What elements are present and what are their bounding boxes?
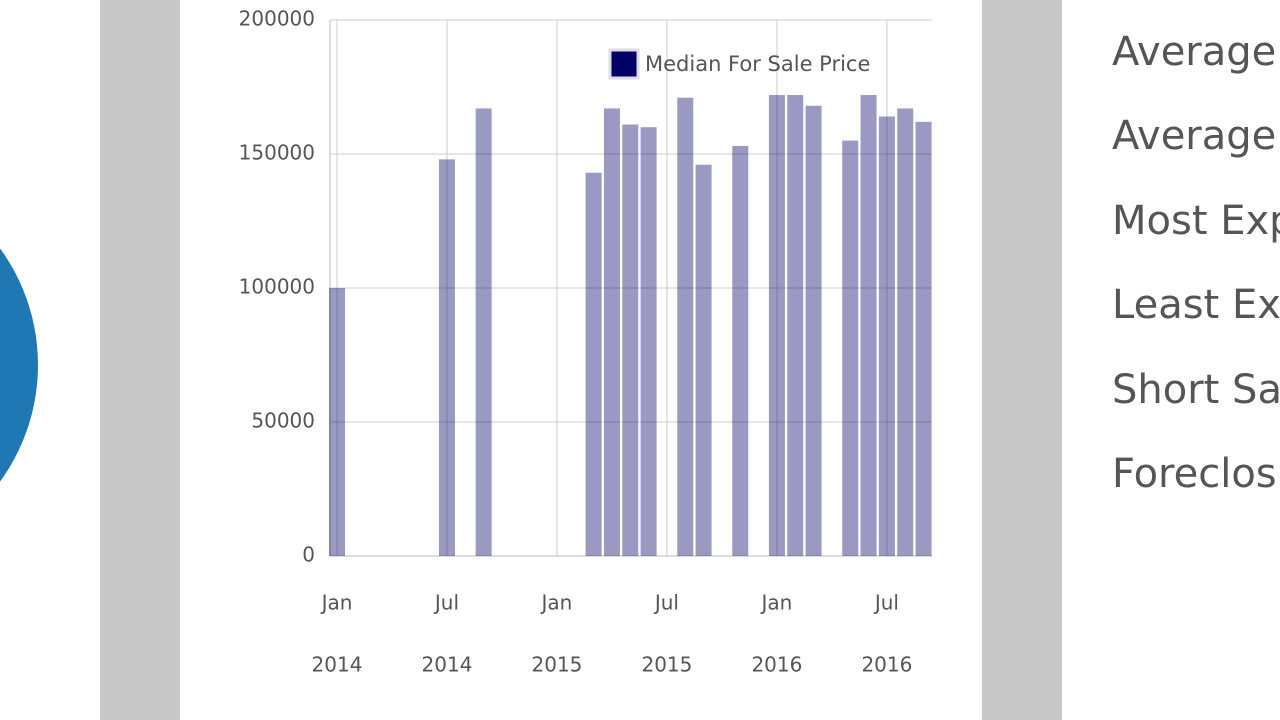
bar [860,95,877,556]
x-tick-label: Jul [433,591,459,615]
y-tick-label: 100000 [239,275,315,299]
x-tick-label: 2014 [312,653,363,677]
stat-label: Average [1112,29,1277,75]
bar [897,108,914,556]
stat-label: Least Exp [1112,282,1280,329]
y-tick-label: 0 [302,543,315,567]
x-tick-label: Jul [873,591,899,615]
bar [622,124,639,557]
x-tick-label: Jan [320,591,353,615]
x-tick-label: Jan [759,591,792,615]
bar [878,116,895,556]
y-tick-label: 200000 [239,7,315,31]
x-tick-label: 2015 [532,653,583,677]
stat-label: Short Sa [1112,366,1280,413]
panel-border [982,0,1062,720]
bar [640,127,657,556]
x-tick-label: Jul [653,591,679,615]
legend-swatch [608,48,640,80]
bar [695,164,712,556]
x-tick-label: 2014 [422,653,473,677]
stats-list: Average Average Most Exp Least Exp Short Sa F… [1112,0,1280,720]
stat-label: Average [1112,113,1277,160]
bar [787,95,804,556]
donut-slice [0,248,38,482]
x-tick-label: 2015 [641,653,692,677]
bar [915,121,932,556]
y-tick-label: 150000 [239,141,315,165]
stat-label: Foreclos [1112,451,1277,497]
bar [438,159,455,557]
bar [585,172,602,556]
panel-border [100,0,180,720]
donut-chart-fragment [0,248,38,482]
bar [732,145,749,556]
stat-label: Most Exp [1112,197,1280,244]
x-tick-label: 2016 [751,653,802,677]
bar [842,140,859,556]
bar-chart: 0 50000 100000 150000 200000 Jan 2014 Jul 2014 Ja… [239,7,932,677]
bar [475,108,492,556]
bar [677,97,694,556]
bar [768,95,785,556]
y-tick-label: 50000 [251,409,315,433]
bar [329,288,345,556]
bar [603,108,620,556]
x-tick-label: 2016 [861,653,912,677]
legend-label: Median For Sale Price [645,52,870,76]
bar [805,105,822,556]
x-tick-label: Jan [540,591,573,615]
